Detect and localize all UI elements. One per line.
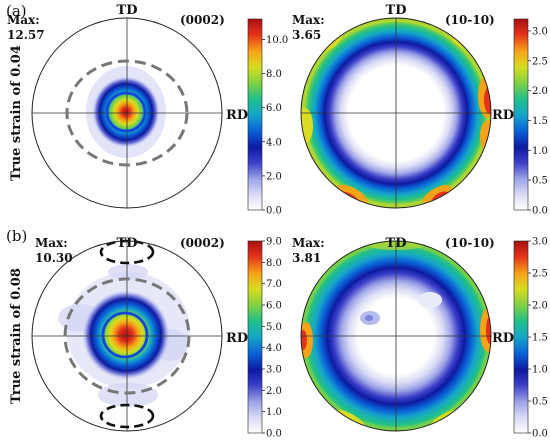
colorbar-tick-label: 1.0 [532,365,548,376]
plane-label-b1: (0002) [180,236,225,250]
axis-rd-b1: RD [226,331,248,346]
max-label-b1: Max: [35,236,68,250]
plane-label-a1: (0002) [180,13,225,27]
colorbar-tick-label: 5.0 [266,322,282,333]
axis-td-b2: TD [386,236,407,251]
axis-td-b1: TD [117,236,138,251]
colorbar-tick-label: 3.0 [532,237,548,248]
colorbar-a1: 10.0 8.0 6.0 4.0 2.0 0.0 [247,18,288,217]
max-value-a2: 3.65 [292,28,321,42]
colorbar-tick-label: 2.0 [532,301,548,312]
colorbar-tick-label: 7.0 [266,279,282,290]
side-label-b: True strain of 0.08 [9,268,24,404]
colorbar-tick-label: 4.0 [266,343,282,354]
blue-ring-basal-a [105,91,147,133]
colorbar-tick-label: 3.0 [266,365,282,376]
colorbar-tick-label: 1.0 [532,146,548,157]
plane-label-b2: (10-10) [445,236,495,250]
colorbar-tick-label: 2.0 [532,86,548,97]
colorbar-tick-label: 0.0 [266,206,282,217]
colorbar-tick-label: 8.0 [266,258,282,269]
max-value-a1: 12.57 [7,28,45,42]
pole-figure-a-prism [300,17,492,209]
max-label-a2: Max: [292,13,325,27]
colorbar-tick-label: 0.5 [532,397,548,408]
colorbar-tick-label: 2.0 [266,171,282,182]
colorbar-b2: 3.0 2.5 2.0 1.5 1.0 0.5 0.0 [513,237,548,440]
axis-rd-a2: RD [492,108,514,123]
pole-figure-b-basal [31,239,223,432]
axis-rd-a1: RD [226,108,248,123]
side-label-a: True strain of 0.04 [9,45,24,181]
max-value-b1: 10.30 [35,251,73,265]
max-label-b2: Max: [292,236,325,250]
colorbar-tick-label: 9.0 [266,237,282,248]
dashed-ellipse-basal-b [63,277,191,395]
colorbar-tick-label: 4.0 [266,137,282,148]
axis-rd-b2: RD [492,331,514,346]
colorbar-tick-label: 0.0 [532,206,548,217]
colorbar-tick-label: 2.5 [532,56,548,67]
colorbar-a2: 3.0 2.5 2.0 1.5 1.0 0.5 0.0 [513,18,548,217]
dashed-ellipse-basal-a [65,59,189,167]
pole-figure-b-prism [300,240,492,432]
colorbar-tick-label: 3.0 [532,26,548,37]
panel-label-a: (a) [6,2,27,20]
colorbar-tick-label: 0.0 [532,429,548,440]
colorbar-tick-label: 2.5 [532,269,548,280]
colorbar-tick-label: 6.0 [266,103,282,114]
axis-td-a2: TD [386,3,407,18]
colorbar-tick-label: 0.5 [532,176,548,187]
colorbar-b1: 9.0 8.0 7.0 6.0 5.0 4.0 3.0 2.0 1.0 0.0 [247,237,282,440]
colorbar-tick-label: 1.0 [266,407,282,418]
max-label-a1: Max: [7,13,40,27]
axis-td-a1: TD [117,3,138,18]
colorbar-tick-label: 1.5 [532,116,548,127]
panel-label-b: (b) [6,227,27,245]
colorbar-tick-label: 2.0 [266,386,282,397]
plane-label-a2: (10-10) [445,13,495,27]
colorbar-tick-label: 10.0 [266,35,288,46]
pole-figure-a-basal [31,17,223,209]
max-value-b2: 3.81 [292,251,321,265]
dashed-ellipse-td-bottom-b [99,403,155,429]
colorbar-tick-label: 6.0 [266,301,282,312]
colorbar-tick-label: 8.0 [266,69,282,80]
colorbar-tick-label: 0.0 [266,429,282,440]
colorbar-tick-label: 1.5 [532,333,548,344]
blue-ring-basal-b [101,311,149,359]
